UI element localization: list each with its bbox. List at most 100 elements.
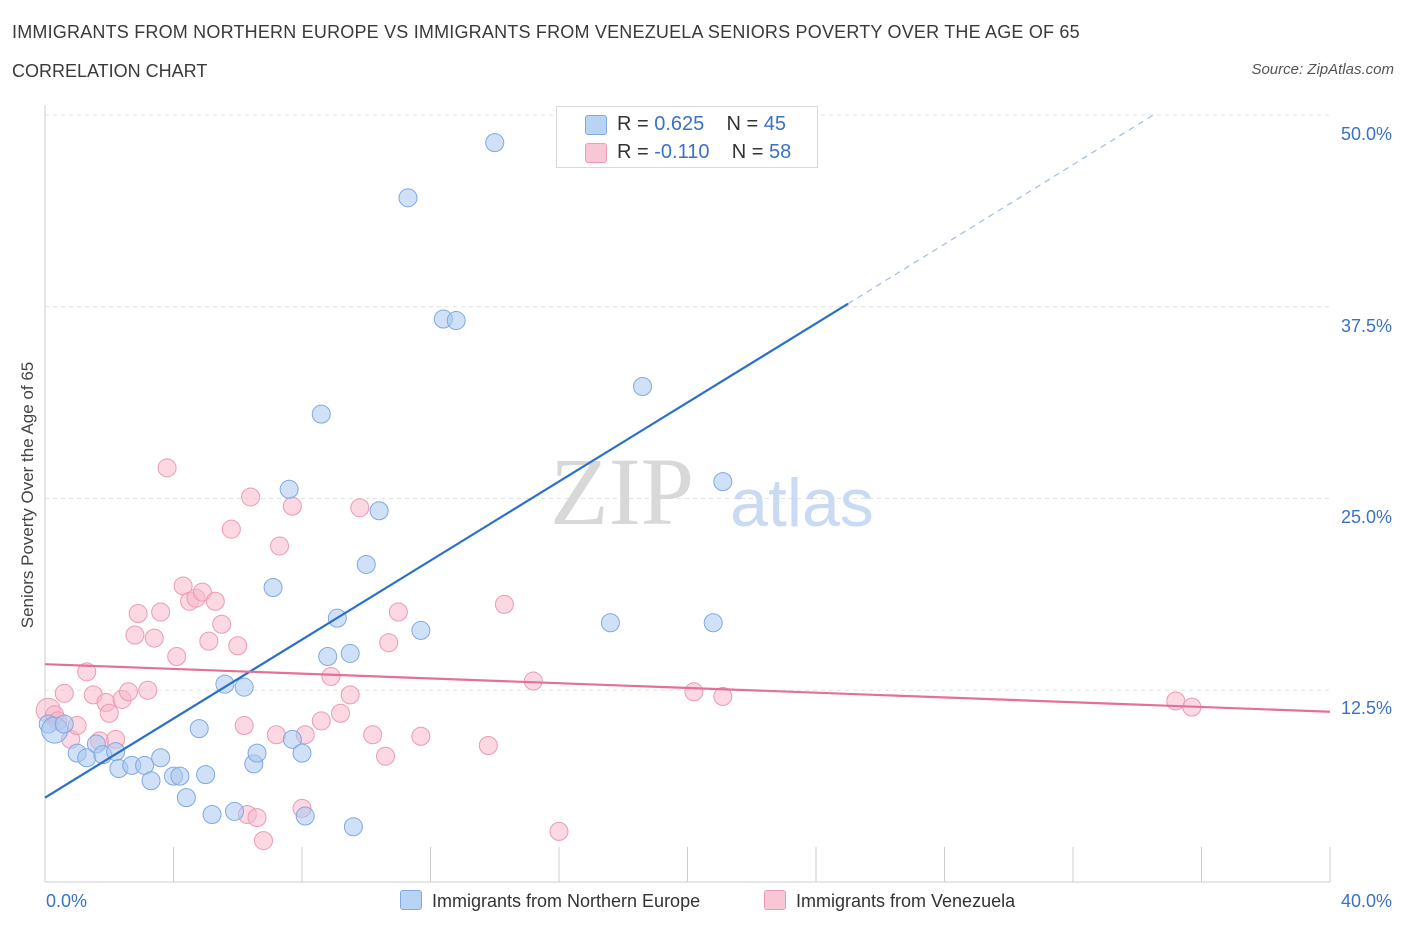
- northern-europe-point: [485, 133, 505, 153]
- venezuela-point: [125, 625, 145, 645]
- venezuela-point: [221, 519, 241, 539]
- northern-europe-point: [234, 677, 254, 697]
- n-label: N =: [726, 113, 764, 135]
- northern-europe-points: [38, 133, 733, 837]
- northern-europe-point: [247, 743, 267, 763]
- correlation-legend: R = 0.625 N = 45 R = -0.110 N = 58: [556, 106, 818, 168]
- chart-subtitle: CORRELATION CHART: [12, 61, 208, 81]
- venezuela-point: [192, 582, 212, 602]
- northern-europe-point: [713, 472, 733, 492]
- northern-europe-point: [263, 577, 283, 597]
- northern-europe-point: [196, 765, 216, 785]
- n-value: 45: [763, 113, 787, 135]
- venezuela-point: [311, 711, 331, 731]
- venezuela-point: [376, 746, 396, 766]
- northern-europe-point: [446, 311, 466, 331]
- y-tick-label: 50.0%: [1340, 124, 1392, 144]
- northern-europe-point: [356, 554, 376, 574]
- watermark: ZIP atlas: [550, 438, 874, 545]
- venezuela-point: [99, 703, 119, 723]
- venezuela-point: [199, 631, 219, 651]
- venezuela-point: [350, 498, 370, 518]
- watermark-atlas: atlas: [730, 465, 874, 541]
- y-tick-label: 37.5%: [1340, 316, 1392, 336]
- northern-europe-point: [225, 801, 245, 821]
- venezuela-point: [119, 682, 139, 702]
- venezuela-point: [167, 647, 187, 667]
- bottom-legend-northern-europe: Immigrants from Northern Europe: [400, 890, 700, 912]
- northern-europe-point: [176, 788, 196, 808]
- watermark-zip: ZIP: [550, 438, 694, 545]
- source-credit: Source: ZipAtlas.com: [1251, 61, 1394, 78]
- legend-swatch-blue: [585, 115, 607, 135]
- northern-europe-point: [279, 479, 299, 499]
- venezuela-point: [54, 683, 74, 703]
- legend-swatch-pink: [585, 143, 607, 163]
- venezuela-point: [340, 685, 360, 705]
- venezuela-point: [494, 594, 514, 614]
- venezuela-point: [270, 536, 290, 556]
- chart-title: IMMIGRANTS FROM NORTHERN EUROPE VS IMMIG…: [12, 22, 1080, 42]
- venezuela-point: [363, 725, 383, 745]
- venezuela-point: [331, 703, 351, 723]
- northern-europe-point: [633, 377, 653, 397]
- venezuela-point: [411, 726, 431, 746]
- northern-europe-point: [282, 729, 302, 749]
- r-label: R =: [617, 113, 655, 135]
- northern-europe-point: [54, 714, 74, 734]
- venezuela-point: [321, 666, 341, 686]
- northern-europe-point: [311, 404, 331, 424]
- r-label: R =: [617, 141, 655, 163]
- northern-europe-trend-line: [44, 302, 849, 799]
- northern-europe-trend-extension: [847, 114, 1154, 305]
- venezuela-point: [234, 716, 254, 736]
- venezuela-point: [212, 614, 232, 634]
- venezuela-point: [388, 602, 408, 622]
- legend-swatch-blue: [400, 890, 422, 910]
- northern-europe-point: [295, 806, 315, 826]
- venezuela-point: [144, 628, 164, 648]
- venezuela-point: [713, 686, 733, 706]
- n-value: 58: [768, 141, 792, 163]
- northern-europe-point: [189, 719, 209, 739]
- northern-europe-point: [340, 643, 360, 663]
- trend-lines: [44, 114, 1331, 799]
- northern-europe-point: [600, 613, 620, 633]
- northern-europe-point: [151, 748, 171, 768]
- axes: [44, 105, 1331, 883]
- venezuela-point: [549, 821, 569, 841]
- northern-europe-point: [202, 805, 222, 825]
- x-tick-label-max: 40.0%: [1340, 891, 1392, 911]
- northern-europe-point: [141, 771, 161, 791]
- r-value: -0.110: [654, 141, 710, 163]
- y-tick-label: 25.0%: [1340, 507, 1392, 527]
- venezuela-point: [684, 682, 704, 702]
- bottom-legend-venezuela: Immigrants from Venezuela: [764, 890, 1015, 912]
- venezuela-point: [157, 458, 177, 478]
- venezuela-trend-line: [44, 663, 1331, 713]
- venezuela-point: [77, 662, 97, 682]
- venezuela-point: [253, 831, 273, 851]
- legend-swatch-pink: [764, 890, 786, 910]
- northern-europe-point: [318, 647, 338, 667]
- legend-label: Immigrants from Northern Europe: [432, 891, 701, 911]
- venezuela-point: [128, 604, 148, 624]
- venezuela-point: [247, 808, 267, 828]
- venezuela-point: [138, 680, 158, 700]
- venezuela-point: [282, 496, 302, 516]
- venezuela-point: [228, 636, 248, 656]
- legend-label: Immigrants from Venezuela: [796, 891, 1016, 911]
- northern-europe-point: [398, 188, 418, 208]
- x-tick-label-min: 0.0%: [46, 891, 88, 911]
- northern-europe-point: [292, 743, 312, 763]
- venezuela-point: [266, 725, 286, 745]
- northern-europe-point: [343, 817, 363, 837]
- venezuela-point: [151, 602, 171, 622]
- venezuela-point: [379, 633, 399, 653]
- northern-europe-point: [411, 620, 431, 640]
- northern-europe-point: [703, 613, 723, 633]
- northern-europe-point: [369, 501, 389, 521]
- venezuela-point: [241, 487, 261, 507]
- venezuela-point: [205, 591, 225, 611]
